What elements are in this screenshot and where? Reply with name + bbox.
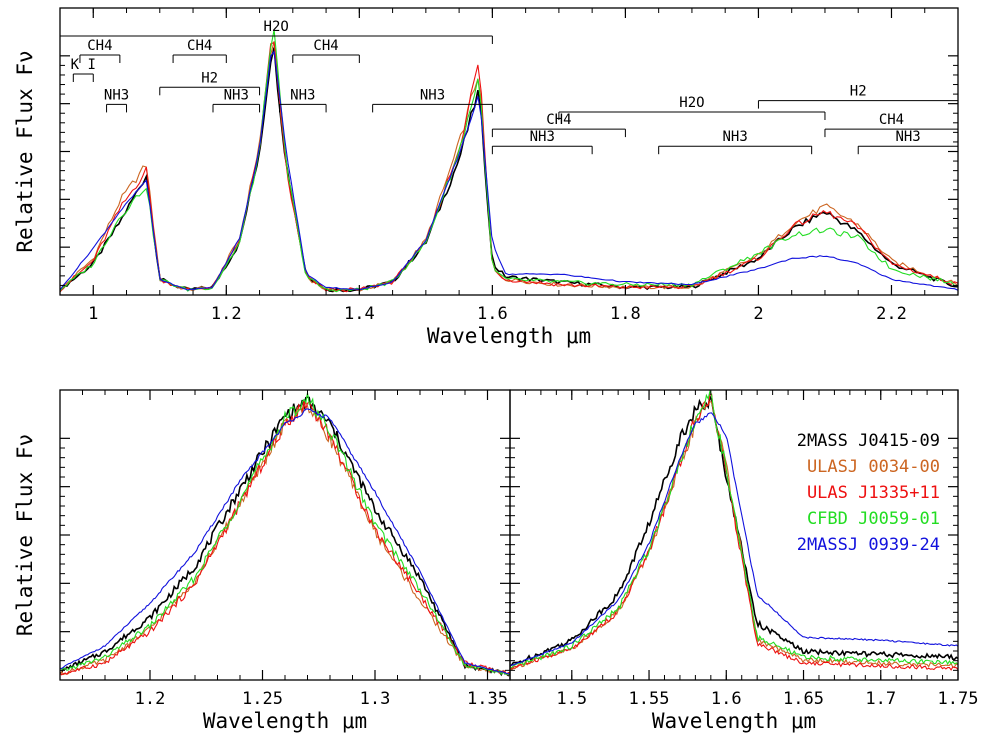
legend-entry: ULAS J1335+11 — [807, 483, 940, 503]
x-tick-label: 1.75 — [938, 689, 979, 709]
series-line-0 — [60, 47, 958, 293]
band-label: NH3 — [104, 87, 129, 103]
band-label: CH4 — [546, 112, 571, 128]
band-label: NH3 — [224, 87, 249, 103]
x-tick-label: 1.5 — [556, 689, 587, 709]
band-label: H2O — [264, 19, 289, 35]
x-axis-label: Wavelength μm — [203, 709, 367, 733]
series-line-0 — [60, 396, 510, 677]
band-label: H2 — [850, 84, 867, 100]
series-line-4 — [60, 50, 958, 291]
legend-entry: 2MASSJ 0939-24 — [797, 535, 940, 555]
series-line-3 — [510, 390, 958, 669]
legend-entry: 2MASS J0415-09 — [797, 431, 940, 451]
x-tick-label: 1.65 — [783, 689, 824, 709]
x-tick-label: 1.2 — [211, 304, 242, 324]
band-label: NH3 — [290, 87, 315, 103]
bottom-right-h-band-panel: 1.5 1.55 1.6 1.65 1.7 1.75 Wavelength μm — [509, 389, 979, 733]
series-line-4 — [510, 412, 958, 666]
band-label: NH3 — [895, 129, 920, 145]
x-tick-label: 1.6 — [477, 304, 508, 324]
series-line-2 — [60, 400, 510, 676]
series-line-3 — [60, 392, 510, 677]
x-tick-label: 2.2 — [876, 304, 907, 324]
band-label: CH4 — [879, 112, 904, 128]
series-line-2 — [510, 393, 958, 671]
band-label: CH4 — [87, 38, 112, 54]
top-spectrum-panel: 1 1.2 1.4 1.6 1.8 2 2.2 Wavelength μm Relative F… — [13, 7, 959, 348]
x-tick-label: 1.3 — [360, 689, 391, 709]
band-label: H2O — [679, 95, 704, 111]
band-label: K I — [71, 57, 96, 73]
x-tick-label: 1.7 — [865, 689, 896, 709]
series-line-4 — [60, 408, 510, 676]
x-tick-label: 1.25 — [242, 689, 283, 709]
bottom-left-j-band-panel: 1.2 1.25 1.3 1.35 Wavelength μm Relative Flux… — [13, 389, 511, 733]
x-tick-label: 1 — [88, 304, 98, 324]
y-axis-label: Relative Flux Fν — [13, 434, 37, 636]
x-tick-label: 1.2 — [135, 689, 166, 709]
series-line-2 — [60, 41, 958, 293]
band-label: NH3 — [530, 129, 555, 145]
series-line-3 — [60, 29, 958, 293]
x-tick-label: 2 — [753, 304, 763, 324]
legend-entry: CFBD J0059-01 — [807, 509, 940, 529]
x-tick-label: 1.4 — [344, 304, 375, 324]
x-axis-label: Wavelength μm — [427, 324, 591, 348]
x-axis-label: Wavelength μm — [652, 709, 816, 733]
plot-frame — [59, 389, 511, 681]
legend-entry: ULASJ 0034-00 — [807, 457, 940, 477]
x-tick-label: 1.8 — [610, 304, 641, 324]
y-axis-label: Relative Flux Fν — [13, 50, 37, 252]
series-line-1 — [60, 41, 958, 292]
x-tick-label: 1.6 — [711, 689, 742, 709]
band-label: H2 — [201, 70, 218, 86]
legend: 2MASS J0415-09 ULASJ 0034-00 ULAS J1335+11… — [797, 431, 940, 555]
band-label: NH3 — [420, 87, 445, 103]
x-tick-label: 1.35 — [467, 689, 508, 709]
band-label: CH4 — [187, 38, 212, 54]
band-label: CH4 — [313, 38, 338, 54]
x-tick-label: 1.55 — [629, 689, 670, 709]
band-label: NH3 — [723, 129, 748, 145]
